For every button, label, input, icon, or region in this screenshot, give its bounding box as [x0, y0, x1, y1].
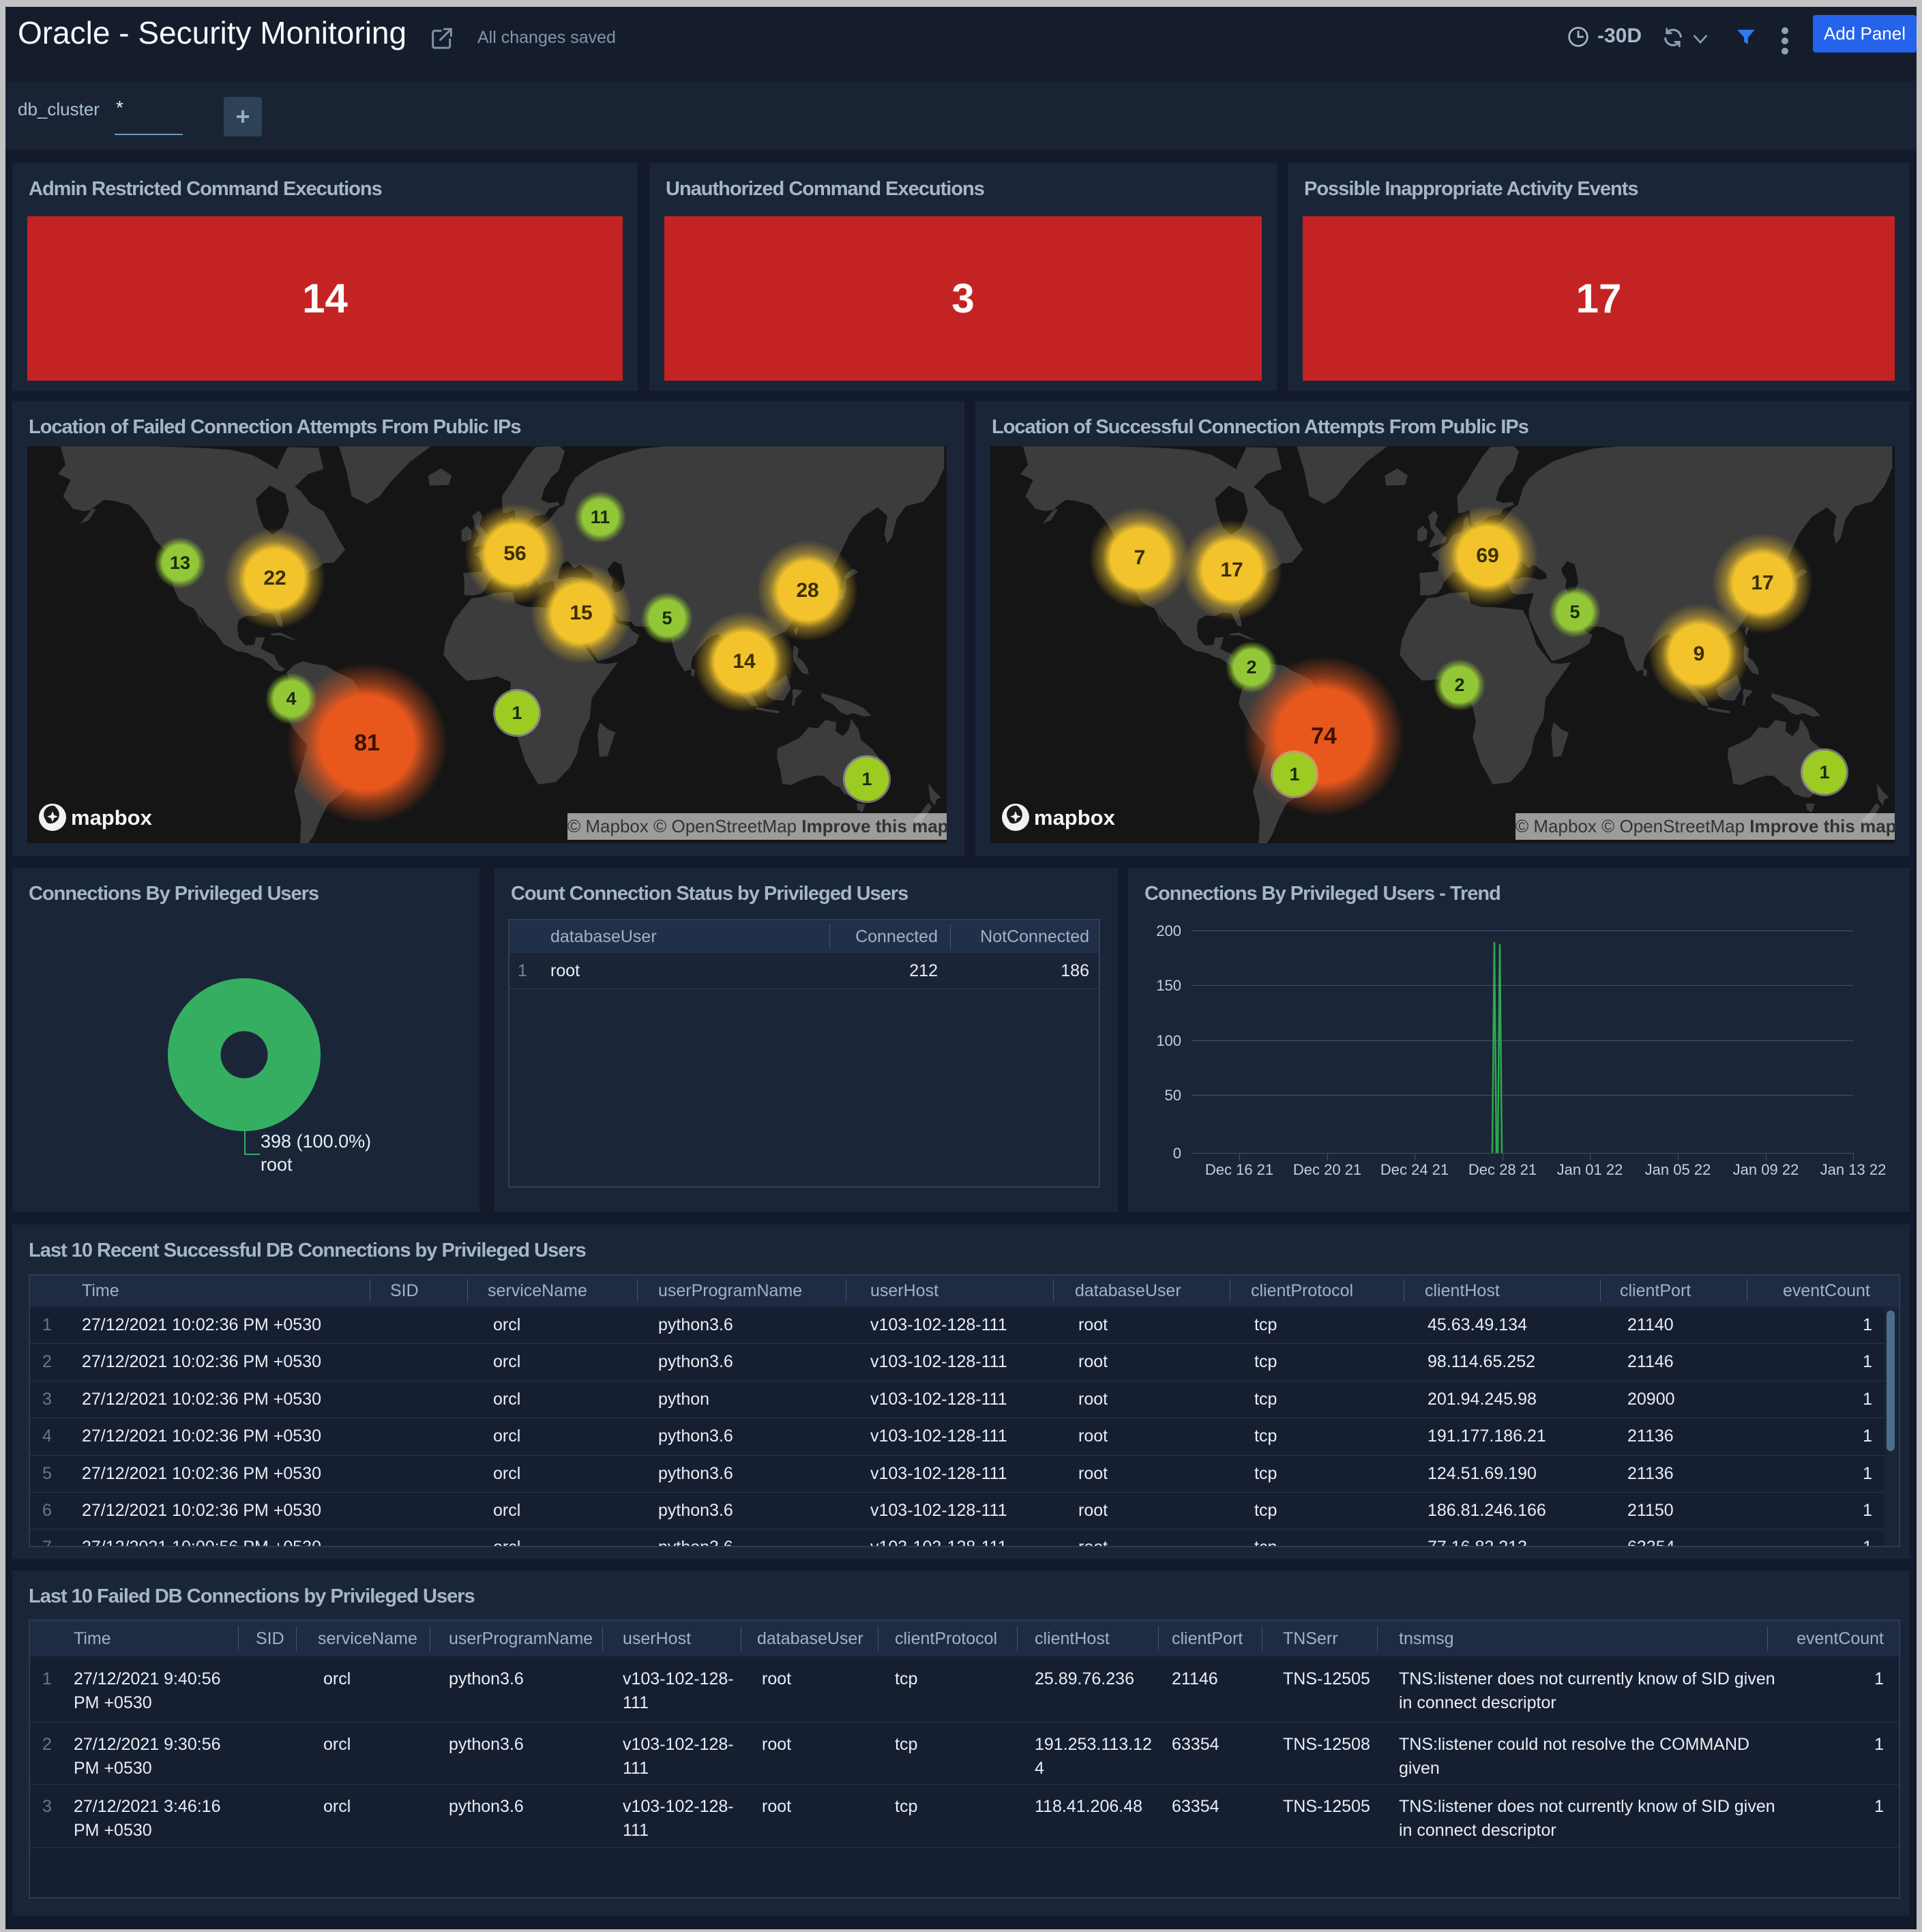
svg-text:mapbox: mapbox: [71, 806, 153, 830]
svg-text:mapbox: mapbox: [1034, 806, 1116, 830]
